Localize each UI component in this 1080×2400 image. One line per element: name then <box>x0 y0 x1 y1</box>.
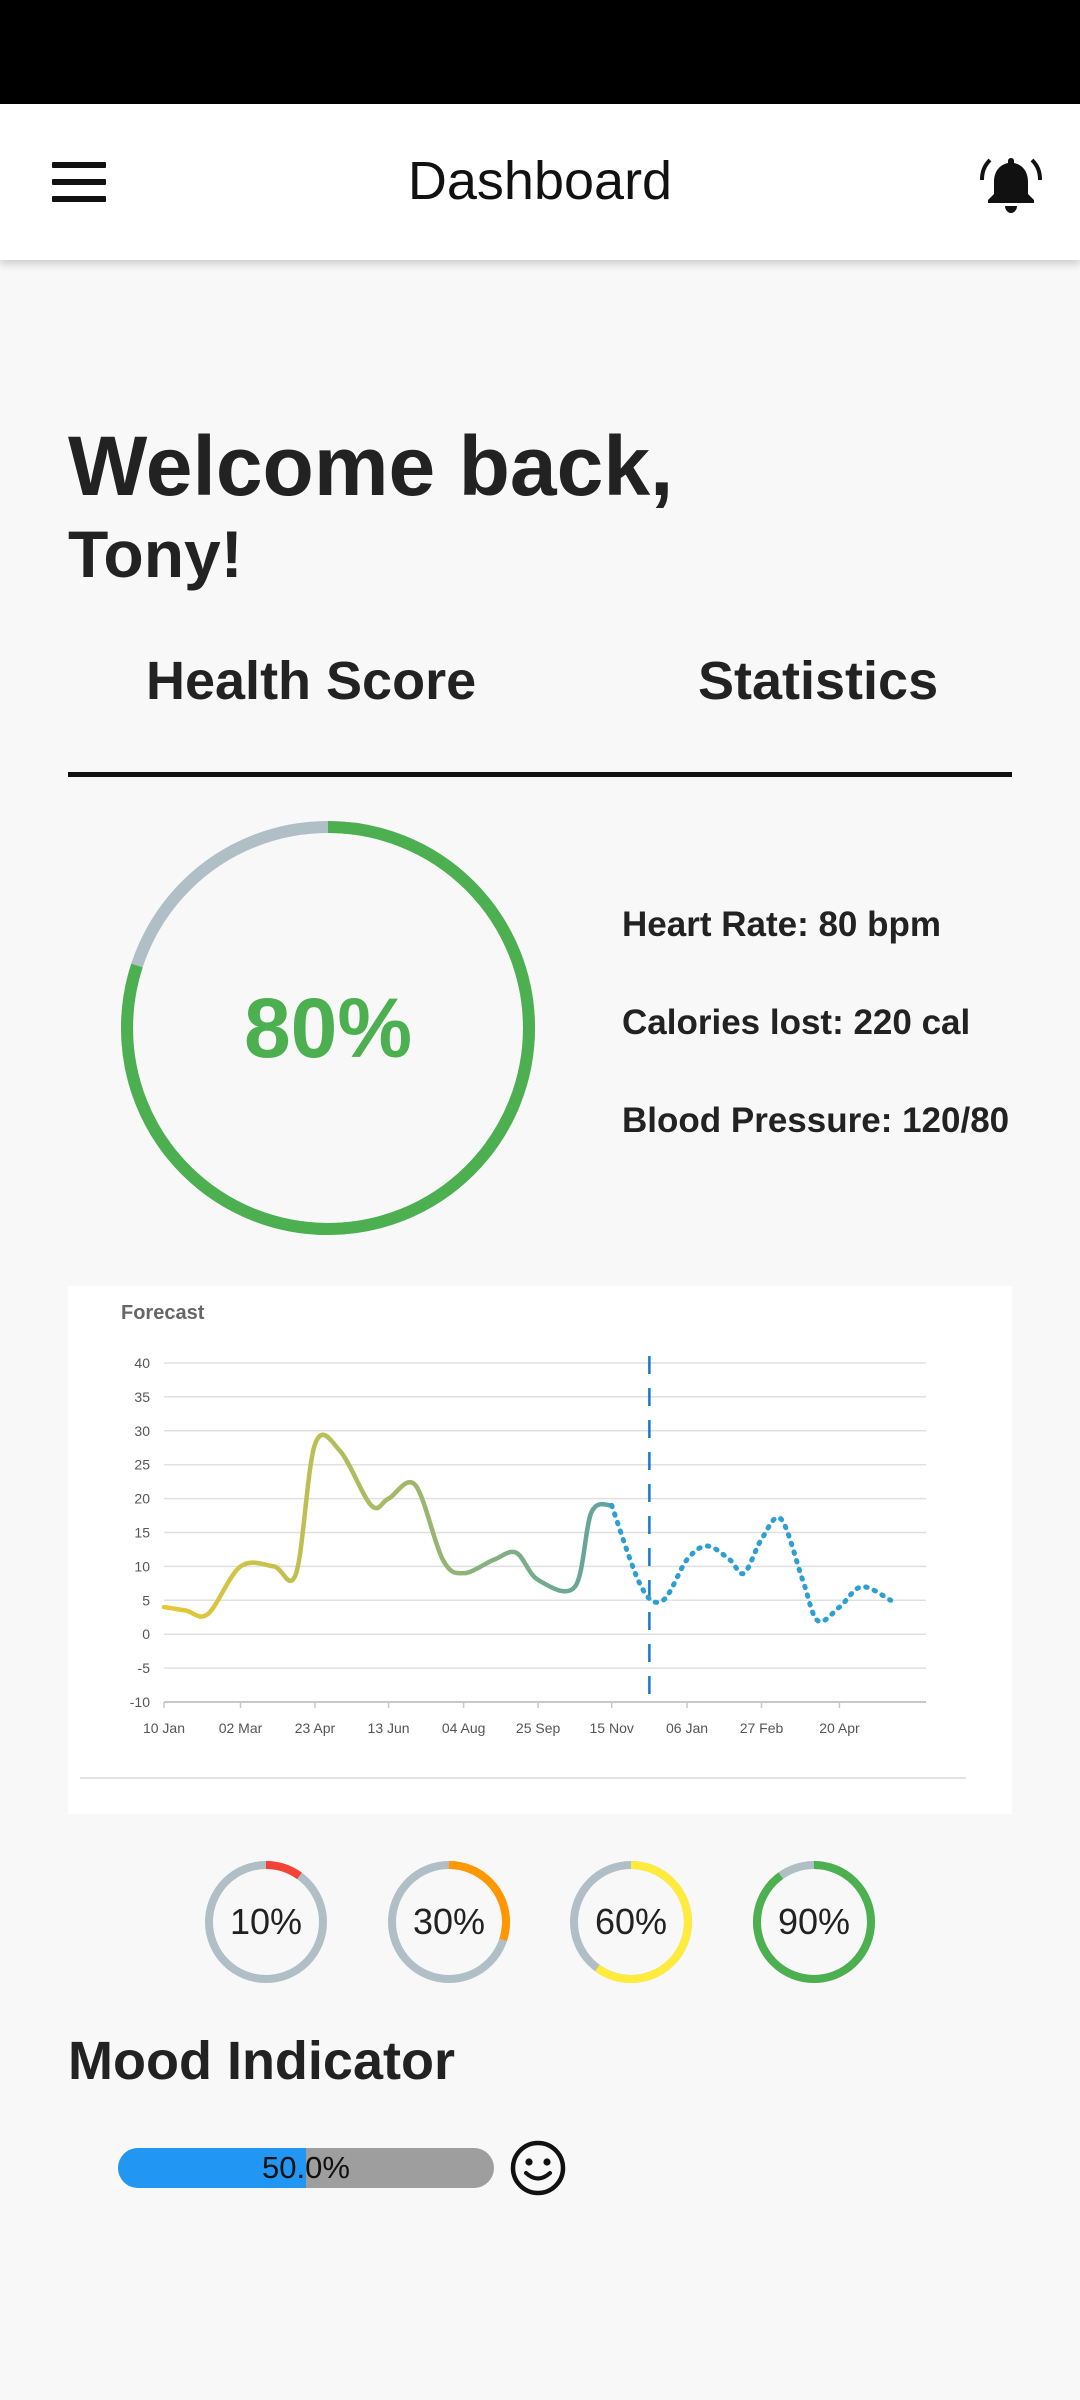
mood-progress-fill <box>118 2148 306 2188</box>
y-tick-label: 30 <box>134 1423 150 1439</box>
x-tick-label: 13 Jun <box>368 1720 410 1736</box>
y-tick-label: 15 <box>134 1525 150 1541</box>
ring-progress <box>570 1861 692 1983</box>
ring-90 <box>753 1861 875 1983</box>
mood-indicator-title: Mood Indicator <box>68 2031 455 2091</box>
ring-progress <box>753 1861 875 1983</box>
ring-label-30: 30% <box>412 1901 486 1942</box>
chart-title: Forecast <box>121 1302 205 1324</box>
forecast-chart: Forecast -10 -5 0 5 10 15 20 25 30 35 40 10 Jan 02 Ma… <box>80 1302 966 1779</box>
calories-stat: Calories lost: 220 cal <box>622 1003 971 1042</box>
ring-progress <box>388 1861 510 1983</box>
hamburger-menu-icon[interactable] <box>52 162 106 202</box>
heart-rate-stat: Heart Rate: 80 bpm <box>622 905 941 944</box>
ring-60 <box>570 1861 692 1983</box>
y-tick-label: 10 <box>134 1558 150 1574</box>
x-tick-label: 25 Sep <box>516 1720 561 1736</box>
ring-30 <box>388 1861 510 1983</box>
y-tick-label: -10 <box>130 1694 150 1710</box>
health-score-value: 80% <box>243 980 413 1075</box>
x-tick-label: 04 Aug <box>442 1720 486 1736</box>
mood-progress-label: 50.0% <box>262 2150 350 2185</box>
y-tick-label: -5 <box>138 1660 151 1676</box>
x-tick-label: 15 Nov <box>590 1720 634 1736</box>
forecast-series-line <box>609 1502 894 1625</box>
app-bar: Dashboard <box>0 104 1080 260</box>
health-score-ring <box>121 821 535 1235</box>
status-bar <box>0 0 1080 104</box>
y-tick-label: 0 <box>142 1626 150 1642</box>
ring-label-90: 90% <box>777 1901 851 1942</box>
welcome-heading: Welcome back, <box>68 419 674 513</box>
health-score-progress <box>121 821 535 1235</box>
y-tick-label: 5 <box>142 1592 150 1608</box>
tab-indicator <box>68 772 1012 777</box>
ring-label-10: 10% <box>229 1901 303 1942</box>
y-tick-label: 40 <box>134 1355 150 1371</box>
ring-progress <box>205 1861 327 1983</box>
x-tick-label: 23 Apr <box>295 1720 336 1736</box>
tab-statistics[interactable]: Statistics <box>698 651 939 711</box>
y-tick-label: 20 <box>134 1491 150 1507</box>
x-tick-label: 10 Jan <box>143 1720 185 1736</box>
blood-pressure-stat: Blood Pressure: 120/80 <box>622 1101 1010 1140</box>
bell-icon[interactable] <box>978 152 1044 218</box>
welcome-username: Tony! <box>68 517 243 591</box>
mood-progress-bar <box>118 2148 494 2188</box>
ring-10 <box>205 1861 327 1983</box>
smiley-face-icon <box>510 2140 566 2196</box>
x-tick-label: 20 Apr <box>819 1720 860 1736</box>
page-title: Dashboard <box>407 151 673 211</box>
y-tick-label: 35 <box>134 1389 150 1405</box>
x-tick-label: 27 Feb <box>740 1720 784 1736</box>
x-tick-label: 02 Mar <box>219 1720 263 1736</box>
tab-health-score[interactable]: Health Score <box>146 651 477 711</box>
ring-label-60: 60% <box>594 1901 668 1942</box>
forecast-chart-card: Forecast -10 -5 0 5 10 15 20 25 30 35 40 10 Jan 02 Ma… <box>68 1286 1012 1814</box>
y-tick-label: 25 <box>134 1457 150 1473</box>
history-series-line <box>161 1432 614 1619</box>
x-tick-label: 06 Jan <box>666 1720 708 1736</box>
